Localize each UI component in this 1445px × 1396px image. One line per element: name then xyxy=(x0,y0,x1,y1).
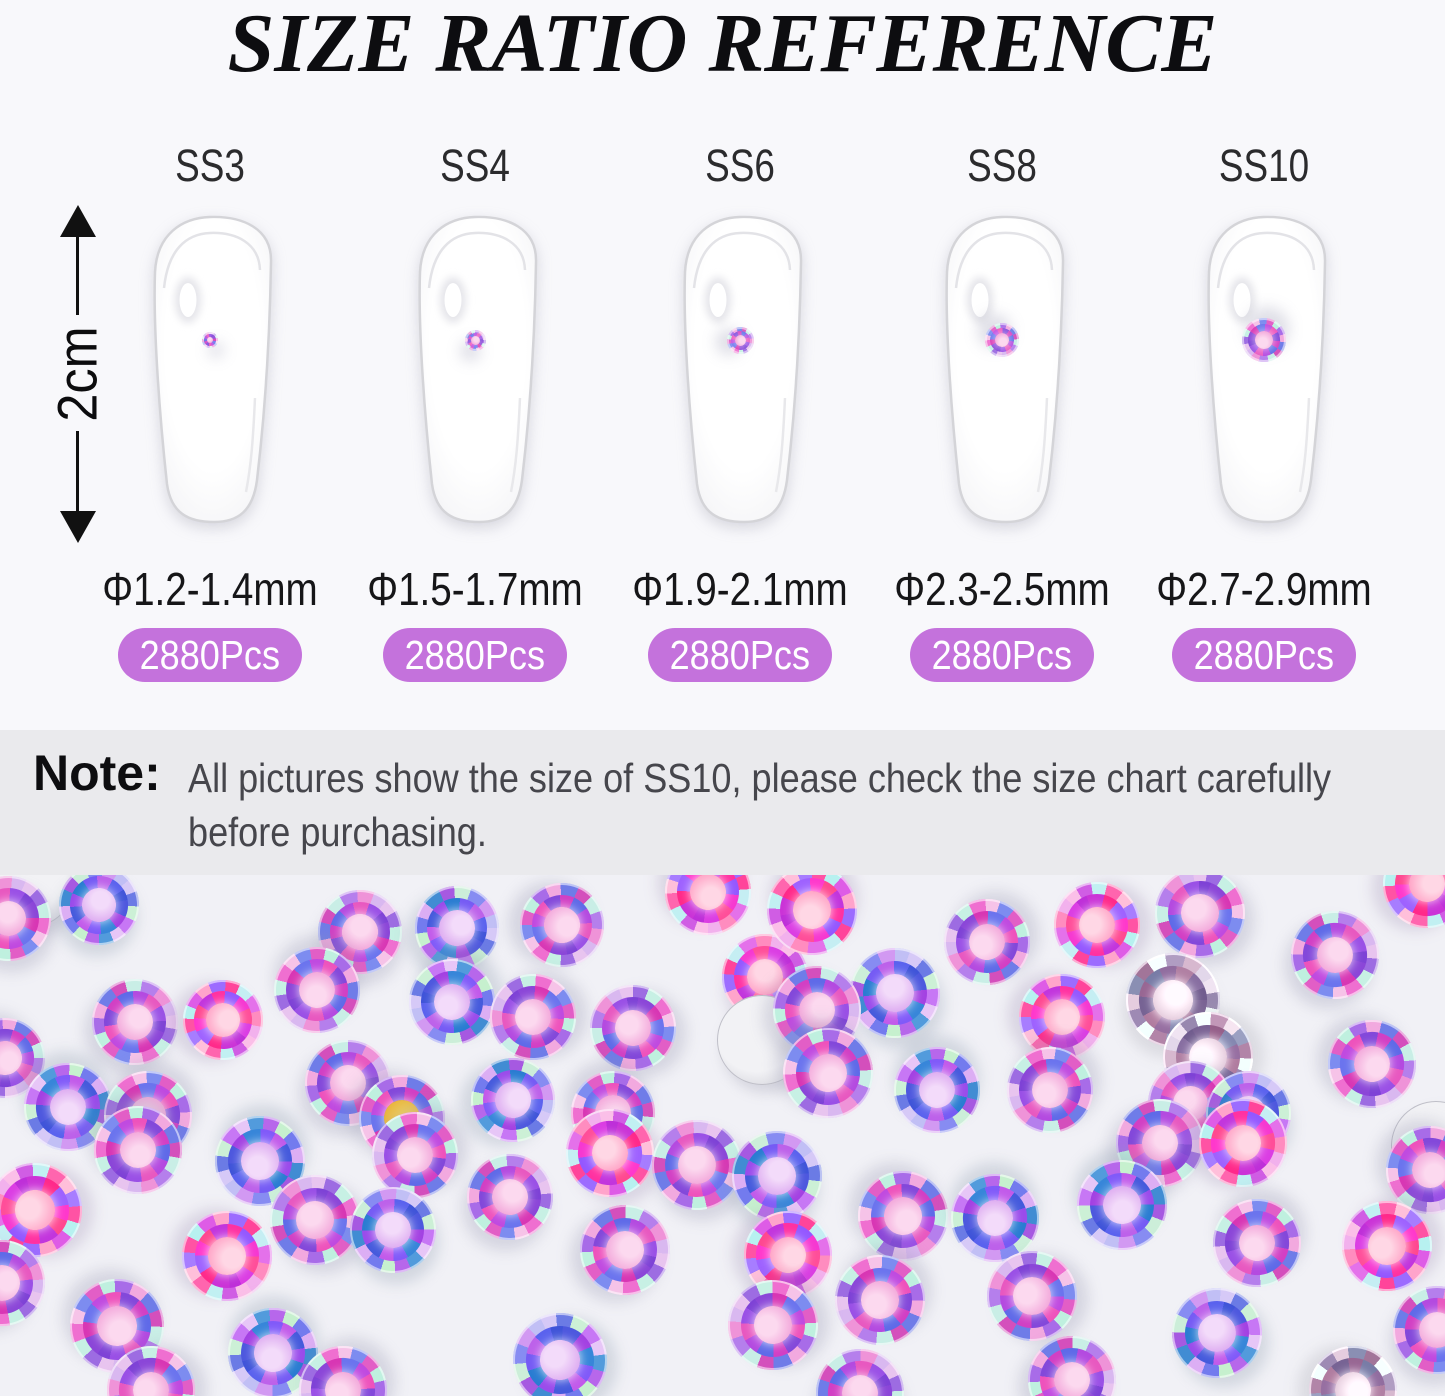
page-title: SIZE RATIO REFERENCE xyxy=(227,0,1218,90)
note-label: Note: xyxy=(33,745,161,801)
rhinestone xyxy=(1024,1332,1120,1396)
rhinestones-photo xyxy=(0,875,1445,1396)
diameter-label: Φ1.5-1.7mm xyxy=(367,563,583,615)
rhinestone xyxy=(79,966,191,1078)
rhinestone xyxy=(847,1160,959,1272)
rhinestone xyxy=(576,1201,674,1299)
rhinestone xyxy=(450,1137,570,1257)
rhinestone xyxy=(658,875,758,942)
diameter-label: Φ1.9-2.1mm xyxy=(632,563,848,615)
size-name: SS4 xyxy=(440,140,510,191)
size-name: SS8 xyxy=(967,140,1037,191)
rhinestone xyxy=(994,1034,1106,1146)
rhinestone xyxy=(171,968,275,1072)
rhinestone-on-nail xyxy=(202,332,218,348)
pieces-badge: 2880Pcs xyxy=(910,628,1094,682)
measure-arrow-2cm: 2cm xyxy=(40,205,120,543)
diameter-label: Φ1.2-1.4mm xyxy=(102,563,318,615)
size-column-ss3: SS3 Φ1.2-1.4mm 2880Pcs xyxy=(78,138,342,708)
rhinestone xyxy=(502,875,622,985)
pieces-badge: 2880Pcs xyxy=(118,628,302,682)
rhinestone xyxy=(648,1116,746,1214)
nail-tip-image xyxy=(124,208,296,530)
size-name: SS10 xyxy=(1218,140,1310,191)
nail-tip-image xyxy=(916,208,1088,530)
rhinestone xyxy=(1276,896,1394,1014)
diameter-label: Φ2.7-2.9mm xyxy=(1156,563,1372,615)
note-text: All pictures show the size of SS10, plea… xyxy=(188,755,1332,855)
rhinestone xyxy=(878,1031,996,1149)
nail-tip xyxy=(654,208,826,530)
nail-tip xyxy=(389,208,561,530)
rhinestone xyxy=(574,969,692,1087)
arrow-down-icon xyxy=(60,511,96,543)
nail-tip-image xyxy=(654,208,826,530)
rhinestone xyxy=(494,1294,626,1396)
size-column-ss6: SS6 Φ1.9-2.1mm 2880Pcs xyxy=(608,138,872,708)
arrow-line xyxy=(76,235,79,315)
nail-tip xyxy=(124,208,296,530)
rhinestone xyxy=(798,1331,922,1396)
rhinestone xyxy=(842,940,948,1046)
size-name: SS6 xyxy=(705,140,775,191)
rhinestone xyxy=(396,946,508,1058)
pieces-badge: 2880Pcs xyxy=(1172,628,1356,682)
rhinestone xyxy=(1168,1284,1266,1382)
rhinestone xyxy=(937,892,1037,992)
size-column-ss8: SS8 Φ2.3-2.5mm 2880Pcs xyxy=(870,138,1134,708)
rhinestone xyxy=(477,961,589,1073)
nail-tip xyxy=(916,208,1088,530)
diameter-label: Φ2.3-2.5mm xyxy=(894,563,1110,615)
size-column-ss4: SS4 Φ1.5-1.7mm 2880Pcs xyxy=(343,138,607,708)
nail-tip-image xyxy=(1178,208,1350,530)
pieces-badge: 2880Pcs xyxy=(648,628,832,682)
rhinestone xyxy=(1373,875,1445,938)
size-column-ss10: SS10 Φ2.7-2.9mm 2880Pcs xyxy=(1132,138,1396,708)
size-name: SS3 xyxy=(175,140,245,191)
rhinestone xyxy=(820,1240,940,1360)
rhinestone xyxy=(464,1051,562,1149)
pieces-badge: 2880Pcs xyxy=(383,628,567,682)
arrow-up-icon xyxy=(60,205,96,237)
note-section: Note: All pictures show the size of SS10… xyxy=(0,730,1445,875)
nail-tip-image xyxy=(389,208,561,530)
arrow-line xyxy=(76,431,79,513)
nail-tip xyxy=(1178,208,1350,530)
rhinestone xyxy=(1195,1181,1319,1305)
